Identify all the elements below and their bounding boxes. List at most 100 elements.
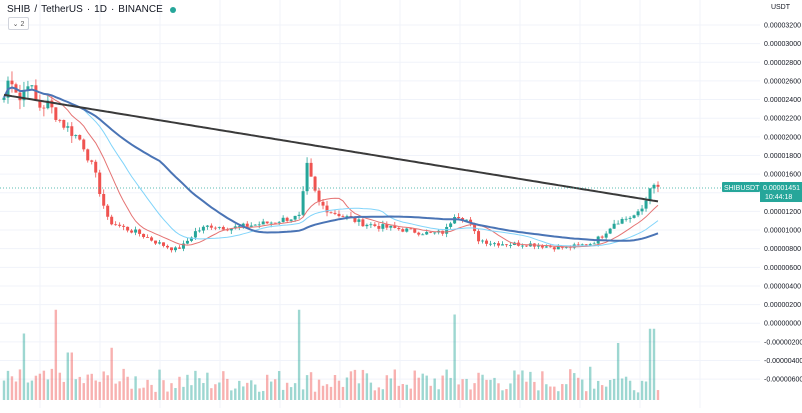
candle-body (600, 236, 604, 238)
volume-bar (577, 377, 580, 400)
volume-bar (18, 369, 22, 400)
candle-body (106, 205, 110, 217)
candle-body (556, 246, 560, 250)
volume-bar (301, 389, 305, 400)
volume-bar (569, 369, 572, 400)
candle (401, 227, 405, 233)
volume-bar (561, 384, 564, 400)
candle (30, 85, 34, 90)
volume-bar (341, 386, 345, 400)
volume-bar (317, 379, 321, 400)
candle (90, 159, 94, 165)
volume-bar (281, 389, 285, 400)
volume-bar (473, 383, 476, 400)
candle (421, 233, 425, 236)
candle (373, 222, 377, 228)
candle-body (477, 231, 481, 242)
candle-body (237, 226, 241, 227)
volume-bar (277, 371, 281, 400)
candle-body (504, 244, 508, 246)
candle-body (301, 191, 305, 215)
candle (42, 105, 46, 117)
candle (313, 175, 317, 193)
candles (2, 71, 660, 253)
collapse-indicators-button[interactable]: ⌄ 2 (8, 17, 29, 30)
candle-body (62, 119, 66, 128)
price-axis-label: -0.00000400 (764, 358, 802, 365)
candle (321, 199, 325, 210)
candle (205, 224, 209, 230)
price-axis[interactable]: 0.00003200 0.00003000 0.00002800 0.00002600… (764, 23, 802, 384)
candle (576, 242, 580, 246)
candle (106, 204, 110, 220)
candle-body (588, 244, 592, 246)
volume-bar (130, 388, 133, 400)
volume-bar (409, 388, 412, 400)
volume-bar (493, 377, 496, 400)
volume-bar (325, 384, 329, 400)
volume-bar (628, 380, 632, 400)
candle-body (189, 237, 193, 241)
candle (620, 217, 624, 225)
candle-body (313, 176, 317, 191)
volume-bar (401, 384, 404, 400)
volume-bar (58, 372, 62, 400)
candle (441, 230, 445, 236)
price-tag-bg (760, 182, 802, 203)
candle-body (70, 126, 74, 136)
candle-body (30, 85, 34, 87)
candle (624, 216, 628, 222)
candle-body (357, 219, 361, 222)
candle-body (130, 230, 134, 233)
volume-bar (98, 381, 101, 400)
candle-body (162, 242, 166, 246)
price-axis-label: 0.00000000 (764, 321, 801, 328)
candle (253, 224, 257, 226)
volume-bar (10, 376, 14, 400)
volume-bar (421, 373, 424, 400)
candle (612, 219, 616, 229)
volume-bar (226, 378, 229, 400)
volume-bar (425, 375, 428, 400)
moving-average-20 (3, 86, 659, 247)
volume-bar (517, 374, 520, 400)
candle-body (341, 216, 345, 217)
volume-bar (305, 375, 309, 400)
candle-body (469, 219, 473, 224)
candle-body (58, 119, 62, 121)
candle-body (457, 217, 461, 219)
candle-body (337, 213, 341, 217)
volume-bar (238, 380, 241, 400)
volume-bar (557, 391, 560, 400)
candle (277, 221, 281, 226)
candle (58, 118, 62, 123)
volume-bar (361, 369, 365, 400)
candle-body (169, 247, 173, 251)
candle-body (34, 85, 38, 101)
candle (449, 221, 453, 229)
price-axis-label: 0.00000400 (764, 283, 801, 290)
candle-body (86, 149, 90, 161)
candle-body (369, 224, 373, 226)
candle-body (277, 221, 281, 223)
candle-body (78, 135, 82, 140)
candle-body (201, 226, 205, 231)
legend-exchange: BINANCE (118, 4, 163, 15)
volume-bar (481, 374, 484, 400)
candle (185, 237, 189, 245)
currency-label[interactable]: USDT (770, 4, 790, 11)
candle-body (409, 228, 413, 230)
candle (325, 201, 329, 217)
candle-body (353, 217, 357, 222)
candle-body (197, 230, 201, 232)
candle (213, 226, 217, 231)
candle (309, 158, 313, 177)
candle (62, 119, 66, 130)
candle (209, 223, 213, 230)
candle-body (465, 219, 469, 221)
price-axis-label: -0.00000200 (764, 339, 802, 346)
price-axis-label: 0.00003000 (764, 41, 801, 48)
legend-separator: · (86, 4, 91, 15)
